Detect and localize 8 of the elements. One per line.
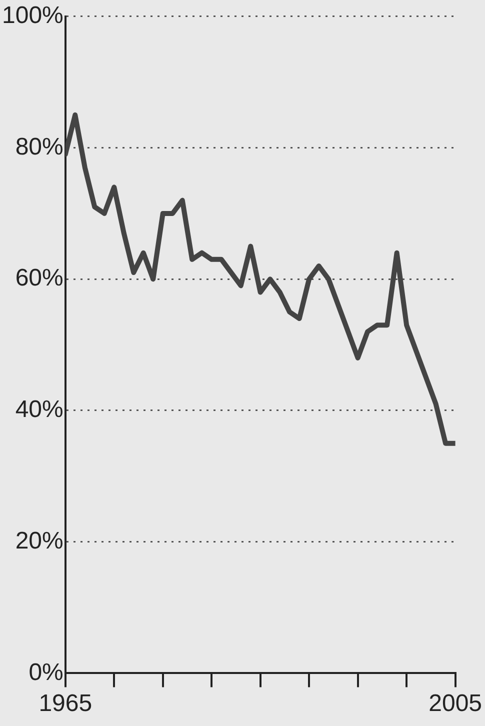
y-tick-label: 80% (15, 133, 64, 160)
y-tick-label: 20% (15, 527, 64, 554)
x-tick-label: 2005 (428, 690, 482, 718)
y-tick-label: 100% (2, 2, 64, 30)
y-tick-label: 60% (15, 264, 64, 292)
x-tick-label: 1965 (38, 690, 92, 718)
y-tick-label: 0% (28, 658, 64, 686)
y-tick-label: 40% (15, 396, 64, 424)
